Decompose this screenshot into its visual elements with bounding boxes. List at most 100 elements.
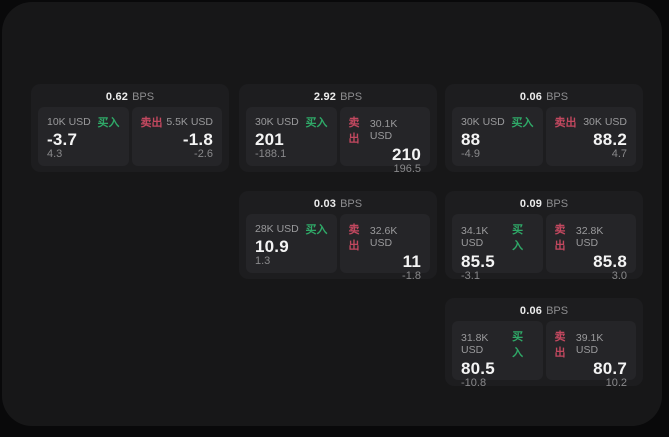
bps-value: 0.03 <box>313 197 337 210</box>
sell-label: 卖出 <box>348 224 360 252</box>
price-value: 80.7 <box>593 359 627 378</box>
quote-card: 0.06 BPS 31.8K USD 买入 80.5 -10.8 卖出 39.1… <box>445 298 643 389</box>
size-label: 30.1K USD <box>369 118 398 142</box>
tile-top: 卖出 30.1K USD <box>349 114 422 146</box>
delta-value: -2.6 <box>194 148 213 160</box>
price-value: 88 <box>461 129 481 149</box>
bps-unit: BPS <box>546 197 569 210</box>
buy-quote-tile[interactable]: 10K USD 买入 -3.7 4.3 <box>38 107 129 166</box>
sell-label: 卖出 <box>554 331 566 359</box>
buy-label: 买入 <box>512 331 524 359</box>
bps-unit: BPS <box>546 90 569 103</box>
bps-unit: BPS <box>340 90 363 103</box>
size-label: 5.5K USD <box>166 116 213 128</box>
card-header: 2.92 BPS <box>239 84 437 107</box>
price-value: 210 <box>392 145 421 164</box>
price-value: -1.8 <box>182 129 213 149</box>
bps-value: 0.62 <box>105 90 129 103</box>
sell-label: 卖出 <box>554 224 566 252</box>
tile-top: 卖出 32.8K USD <box>555 221 628 253</box>
price-value: 85.5 <box>461 252 495 271</box>
delta-value: -4.9 <box>461 148 480 160</box>
price-value: 80.5 <box>461 359 495 378</box>
bps-value: 0.06 <box>519 304 543 317</box>
size-label: 28K USD <box>255 223 299 235</box>
tile-top: 34.1K USD 买入 <box>461 221 534 253</box>
sell-label: 卖出 <box>348 117 360 145</box>
tile-top: 31.8K USD 买入 <box>461 328 534 360</box>
price-value: 10.9 <box>255 236 289 256</box>
sell-label: 卖出 <box>140 117 163 129</box>
card-header: 0.06 BPS <box>445 298 643 321</box>
buy-label: 买入 <box>305 224 328 236</box>
delta-value: 1.3 <box>255 255 271 267</box>
quote-card: 0.09 BPS 34.1K USD 买入 85.5 -3.1 卖出 32.8K… <box>445 191 643 282</box>
sell-label: 卖出 <box>554 117 577 129</box>
size-label: 32.6K USD <box>369 225 398 249</box>
card-body: 31.8K USD 买入 80.5 -10.8 卖出 39.1K USD 80.… <box>445 321 643 389</box>
card-body: 28K USD 买入 10.9 1.3 卖出 32.6K USD 11 -1.8 <box>239 214 437 282</box>
size-label: 34.1K USD <box>461 225 489 249</box>
size-label: 30K USD <box>255 116 299 128</box>
quote-card: 0.06 BPS 30K USD 买入 88 -4.9 卖出 30K USD <box>445 84 643 172</box>
bps-value: 2.92 <box>313 90 337 103</box>
card-header: 0.62 BPS <box>31 84 229 107</box>
buy-quote-tile[interactable]: 34.1K USD 买入 85.5 -3.1 <box>452 214 543 282</box>
quote-card: 0.03 BPS 28K USD 买入 10.9 1.3 卖出 32.6K US… <box>239 191 437 282</box>
size-label: 30K USD <box>461 116 505 128</box>
buy-quote-tile[interactable]: 30K USD 买入 201 -188.1 <box>246 107 337 166</box>
sell-quote-tile[interactable]: 卖出 30.1K USD 210 196.5 <box>339 107 430 175</box>
price-value: 201 <box>255 129 284 149</box>
size-label: 39.1K USD <box>575 332 604 356</box>
sell-quote-tile[interactable]: 卖出 32.6K USD 11 -1.8 <box>339 214 430 282</box>
delta-value: 3.0 <box>611 270 627 282</box>
card-body: 34.1K USD 买入 85.5 -3.1 卖出 32.8K USD 85.8… <box>445 214 643 282</box>
buy-label: 买入 <box>305 117 328 129</box>
tile-top: 28K USD 买入 <box>255 221 328 237</box>
tile-top: 30K USD 买入 <box>461 114 534 130</box>
bps-unit: BPS <box>132 90 155 103</box>
buy-quote-tile[interactable]: 28K USD 买入 10.9 1.3 <box>246 214 337 273</box>
tile-top: 卖出 39.1K USD <box>555 328 628 360</box>
buy-label: 买入 <box>511 117 534 129</box>
delta-value: -188.1 <box>255 148 287 160</box>
tile-top: 卖出 32.6K USD <box>349 221 422 253</box>
card-header: 0.06 BPS <box>445 84 643 107</box>
size-label: 10K USD <box>47 116 91 128</box>
bps-value: 0.09 <box>519 197 543 210</box>
tile-top: 卖出 5.5K USD <box>141 114 214 130</box>
tile-top: 30K USD 买入 <box>255 114 328 130</box>
sell-quote-tile[interactable]: 卖出 5.5K USD -1.8 -2.6 <box>131 107 222 166</box>
tile-top: 卖出 30K USD <box>555 114 628 130</box>
quote-card: 2.92 BPS 30K USD 买入 201 -188.1 卖出 30.1K … <box>239 84 437 175</box>
card-body: 10K USD 买入 -3.7 4.3 卖出 5.5K USD -1.8 -2.… <box>31 107 229 166</box>
sell-quote-tile[interactable]: 卖出 32.8K USD 85.8 3.0 <box>545 214 636 282</box>
price-value: 11 <box>402 252 421 271</box>
card-body: 30K USD 买入 201 -188.1 卖出 30.1K USD 210 1… <box>239 107 437 175</box>
buy-label: 买入 <box>97 117 120 129</box>
bps-unit: BPS <box>340 197 363 210</box>
price-value: 88.2 <box>593 129 627 149</box>
size-label: 32.8K USD <box>575 225 604 249</box>
buy-quote-tile[interactable]: 31.8K USD 买入 80.5 -10.8 <box>452 321 543 389</box>
delta-value: 10.2 <box>605 377 627 389</box>
size-label: 31.8K USD <box>461 332 489 356</box>
delta-value: -10.8 <box>461 377 487 389</box>
sell-quote-tile[interactable]: 卖出 39.1K USD 80.7 10.2 <box>545 321 636 389</box>
delta-value: 4.3 <box>47 148 63 160</box>
delta-value: 196.5 <box>393 163 421 175</box>
bps-value: 0.06 <box>519 90 543 103</box>
price-value: 85.8 <box>593 252 627 271</box>
tile-top: 10K USD 买入 <box>47 114 120 130</box>
buy-label: 买入 <box>512 224 524 252</box>
quote-card: 0.62 BPS 10K USD 买入 -3.7 4.3 卖出 5.5K USD <box>31 84 229 172</box>
delta-value: -3.1 <box>461 270 480 282</box>
size-label: 30K USD <box>583 116 627 128</box>
bps-unit: BPS <box>546 304 569 317</box>
card-body: 30K USD 买入 88 -4.9 卖出 30K USD 88.2 4.7 <box>445 107 643 166</box>
price-value: -3.7 <box>47 129 78 149</box>
delta-value: 4.7 <box>611 148 627 160</box>
buy-quote-tile[interactable]: 30K USD 买入 88 -4.9 <box>452 107 543 166</box>
sell-quote-tile[interactable]: 卖出 30K USD 88.2 4.7 <box>545 107 636 166</box>
